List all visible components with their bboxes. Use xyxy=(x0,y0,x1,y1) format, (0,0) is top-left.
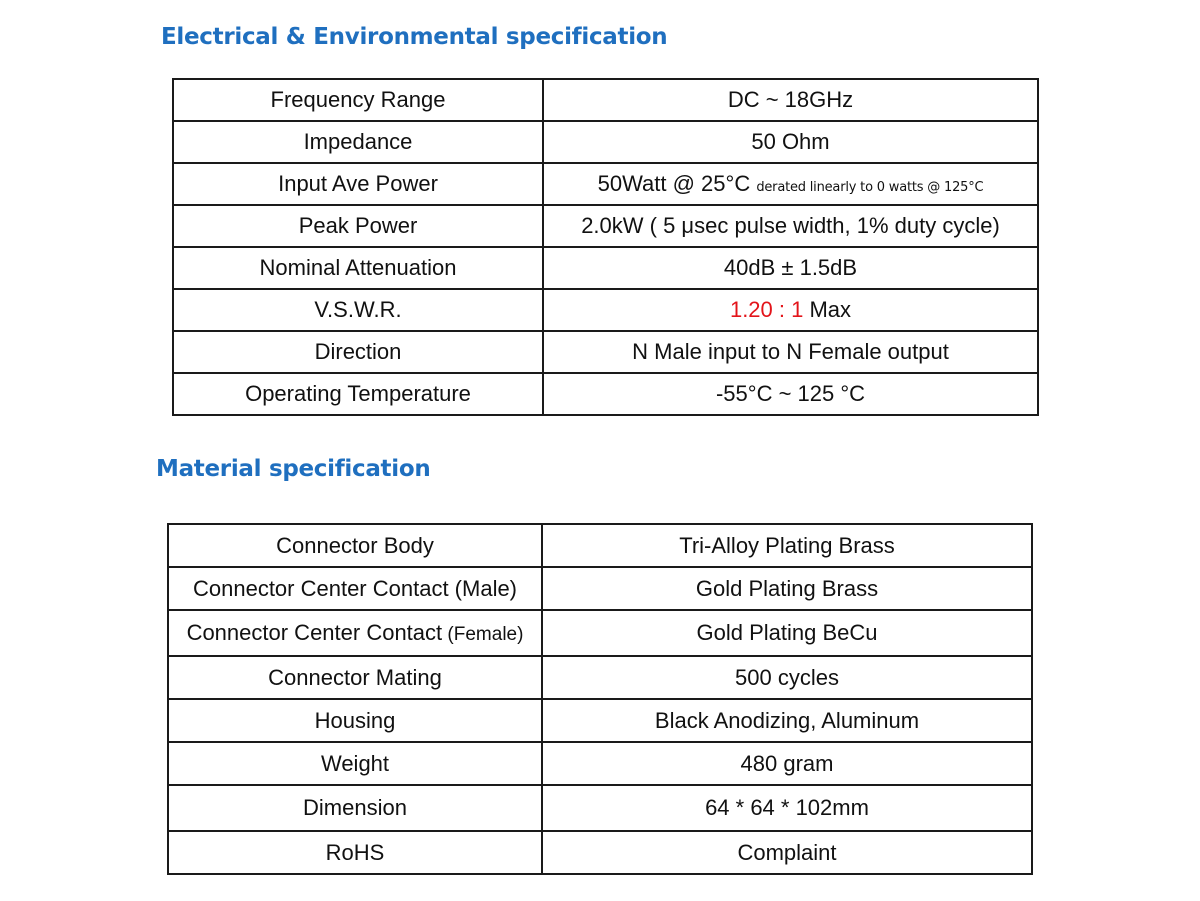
table-row: Connector Mating 500 cycles xyxy=(167,655,1033,700)
spec-label: Operating Temperature xyxy=(172,372,544,416)
spec-value-note: derated linearly to 0 watts @ 125°C xyxy=(756,180,984,195)
spec-value: Gold Plating BeCu xyxy=(541,609,1033,657)
spec-label: Weight xyxy=(167,741,543,786)
table-row: RoHS Complaint xyxy=(167,830,1033,875)
table-row: Input Ave Power 50Watt @ 25°C derated li… xyxy=(172,162,1039,206)
table-row: V.S.W.R. 1.20 : 1 Max xyxy=(172,288,1039,332)
section-title-material: Material specification xyxy=(156,456,431,482)
spec-label: Connector Mating xyxy=(167,655,543,700)
spec-value: 480 gram xyxy=(541,741,1033,786)
spec-value: 50 Ohm xyxy=(542,120,1039,164)
spec-value-cell: 1.20 : 1 Max xyxy=(542,288,1039,332)
spec-label: Dimension xyxy=(167,784,543,832)
spec-label: Input Ave Power xyxy=(172,162,544,206)
spec-label-suffix: (Female) xyxy=(442,624,524,645)
spec-label: Connector Center Contact xyxy=(186,620,443,645)
table-row: Connector Body Tri-Alloy Plating Brass xyxy=(167,523,1033,568)
spec-label: RoHS xyxy=(167,830,543,875)
spec-value: -55°C ~ 125 °C xyxy=(542,372,1039,416)
spec-value: 500 cycles xyxy=(541,655,1033,700)
spec-value: 64 * 64 * 102mm xyxy=(541,784,1033,832)
spec-label: Impedance xyxy=(172,120,544,164)
spec-label: V.S.W.R. xyxy=(172,288,544,332)
table-row: Nominal Attenuation 40dB ± 1.5dB xyxy=(172,246,1039,290)
table-row: Peak Power 2.0kW ( 5 μsec pulse width, 1… xyxy=(172,204,1039,248)
spec-label: Connector Center Contact (Male) xyxy=(167,566,543,611)
spec-label: Connector Body xyxy=(167,523,543,568)
spec-value-cell: 50Watt @ 25°C derated linearly to 0 watt… xyxy=(542,162,1039,206)
table-row: Connector Center Contact (Female) Gold P… xyxy=(167,609,1033,657)
spec-value: Black Anodizing, Aluminum xyxy=(541,698,1033,743)
table-row: Housing Black Anodizing, Aluminum xyxy=(167,698,1033,743)
spec-value: N Male input to N Female output xyxy=(542,330,1039,374)
table-row: Weight 480 gram xyxy=(167,741,1033,786)
spec-label: Peak Power xyxy=(172,204,544,248)
table-row: Frequency Range DC ~ 18GHz xyxy=(172,78,1039,122)
table-row: Dimension 64 * 64 * 102mm xyxy=(167,784,1033,832)
spec-value: Complaint xyxy=(541,830,1033,875)
spec-value: Tri-Alloy Plating Brass xyxy=(541,523,1033,568)
table-row: Operating Temperature -55°C ~ 125 °C xyxy=(172,372,1039,416)
spec-label: Housing xyxy=(167,698,543,743)
vswr-ratio-value: 1.20 : 1 xyxy=(729,297,804,322)
electrical-spec-table: Frequency Range DC ~ 18GHz Impedance 50 … xyxy=(172,78,1039,416)
spec-value: 2.0kW ( 5 μsec pulse width, 1% duty cycl… xyxy=(542,204,1039,248)
spec-value: DC ~ 18GHz xyxy=(542,78,1039,122)
table-row: Impedance 50 Ohm xyxy=(172,120,1039,164)
spec-label: Direction xyxy=(172,330,544,374)
vswr-suffix: Max xyxy=(803,297,852,322)
table-row: Connector Center Contact (Male) Gold Pla… xyxy=(167,566,1033,611)
spec-value: 40dB ± 1.5dB xyxy=(542,246,1039,290)
table-row: Direction N Male input to N Female outpu… xyxy=(172,330,1039,374)
spec-value: Gold Plating Brass xyxy=(541,566,1033,611)
material-spec-table: Connector Body Tri-Alloy Plating Brass C… xyxy=(167,523,1033,875)
section-title-electrical: Electrical & Environmental specification xyxy=(161,24,668,50)
spec-value: 50Watt @ 25°C xyxy=(597,171,751,196)
spec-label: Nominal Attenuation xyxy=(172,246,544,290)
spec-label: Frequency Range xyxy=(172,78,544,122)
spec-label-cell: Connector Center Contact (Female) xyxy=(167,609,543,657)
